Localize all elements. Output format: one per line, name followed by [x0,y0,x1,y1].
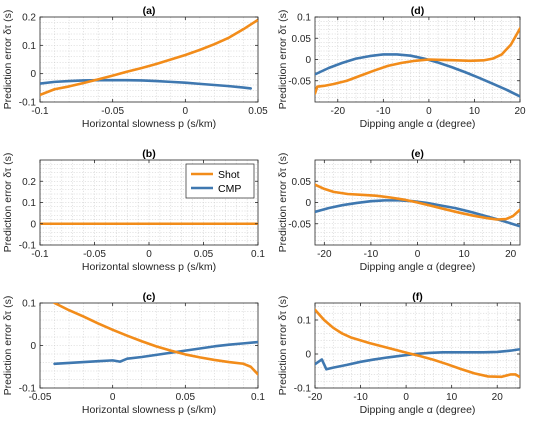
y-tick-label: 0.1 [297,13,311,24]
x-tick-label: -20 [317,249,332,260]
axes-box-f [314,302,521,389]
x-tick-label: -10 [353,392,368,403]
panel-title-e: (e) [411,148,424,160]
y-tick-label: 0.1 [22,41,36,52]
x-tick-label: 20 [505,249,517,260]
series-line-shot-e [315,183,520,221]
x-tick-label: -0.05 [101,106,124,117]
x-tick-label: 0.1 [251,392,265,403]
y-axis-label-d: Prediction error δτ (s) [277,10,289,110]
x-axis-label-a: Horizontal slowness p (s/km) [82,118,216,130]
y-tick-label: 0 [305,198,311,209]
panel-title-a: (a) [143,5,156,17]
y-tick-label: 0 [30,69,36,80]
y-tick-label: -0.1 [294,384,312,395]
y-tick-label: 0.05 [292,34,312,45]
x-axis-label-b: Horizontal slowness p (s/km) [82,261,216,273]
panel-e: -20 -10 0 10 20 -0.05 0 0.05 (e) Dipping angle α … [277,148,521,273]
y-tick-label: -0.1 [19,241,37,252]
legend-box [185,163,255,199]
series-line-cmp-d [315,53,520,98]
y-tick-label: 0.05 [292,177,312,188]
y-tick-label: -0.1 [19,384,37,395]
y-tick-label: 0.1 [297,316,311,327]
x-tick-label: 0 [183,106,189,117]
x-tick-label: 10 [469,106,481,117]
y-axis-label-f: Prediction error δτ (s) [277,296,289,396]
series-line-shot-f [315,308,520,379]
series-line-cmp-c [53,340,258,366]
y-axis-label-e: Prediction error δτ (s) [277,153,289,253]
x-tick-label: 10 [459,249,471,260]
x-tick-label: 0 [415,249,421,260]
x-tick-label: 0.1 [251,249,265,260]
y-tick-label: 0.1 [22,198,36,209]
y-tick-label: -0.1 [19,98,37,109]
series-group-c [53,303,258,376]
x-axis-label-f: Dipping angle α (degree) [360,404,476,416]
x-tick-label: -20 [308,392,323,403]
y-tick-label: 0 [305,350,311,361]
x-tick-label: -0.05 [83,249,106,260]
x-tick-label: 0.05 [194,249,214,260]
series-group-d [315,27,520,98]
series-line-cmp-a [40,78,253,90]
panel-f: -20 -10 0 10 20 -0.1 0 0.1 (f) Dipping angle α (d… [277,291,521,416]
x-tick-label: -0.1 [31,249,49,260]
x-tick-label: 0 [110,392,116,403]
x-tick-label: 20 [514,106,526,117]
legend-label-shot: Shot [218,169,240,181]
x-tick-label: 0.05 [176,392,196,403]
panel-c: -0.05 0 0.05 0.1 -0.1 0 0.1 (c) Horizontal slown… [2,291,265,416]
y-axis-label-c: Prediction error δτ (s) [2,296,14,396]
x-tick-label: 20 [492,392,504,403]
panel-a: -0.1 -0.05 0 0.05 -0.1 0 0.1 0.2 (a) Horizontal s… [2,5,268,130]
grid-f [315,303,520,388]
y-tick-label: 0 [30,219,36,230]
x-tick-label: 0 [426,106,432,117]
panel-b: -0.1 -0.05 0 0.05 0.1 -0.1 0 0.1 0.2 (b) Horizonta… [2,148,265,273]
x-tick-label: 0 [146,249,152,260]
y-tick-label: 0.2 [22,177,36,188]
series-line-cmp-f [315,347,520,371]
x-tick-label: 0 [403,392,409,403]
panel-title-d: (d) [411,5,424,17]
x-tick-label: 10 [446,392,458,403]
y-tick-label: 0.1 [22,299,36,310]
y-tick-label: 0 [30,341,36,352]
x-tick-label: -10 [364,249,379,260]
grid-a [40,17,258,102]
panel-title-b: (b) [142,148,155,160]
y-axis-label-a: Prediction error δτ (s) [2,10,14,110]
y-tick-label: -0.05 [288,219,311,230]
x-tick-label: -0.1 [31,106,49,117]
y-tick-label: 0 [305,55,311,66]
x-axis-label-d: Dipping angle α (degree) [360,118,476,130]
series-group-a [40,18,258,97]
axes-box-a [39,16,259,103]
series-group-f [315,308,520,379]
x-tick-label: -0.05 [29,392,52,403]
x-tick-label: 0.05 [248,106,268,117]
series-line-shot-d [315,27,520,95]
panel-title-f: (f) [412,291,423,303]
series-line-shot-a [40,18,258,97]
y-tick-label: -0.05 [288,76,311,87]
x-tick-label: -20 [331,106,346,117]
y-axis-label-b: Prediction error δτ (s) [2,153,14,253]
x-tick-label: -10 [376,106,391,117]
legend: Shot CMP [185,163,255,199]
legend-label-cmp: CMP [218,183,241,195]
x-axis-label-c: Horizontal slowness p (s/km) [82,404,216,416]
series-line-shot-c [53,303,258,376]
series-group-e [315,183,520,228]
panel-d: -20 -10 0 10 20 -0.05 0 0.05 0.1 (d) Dipping angle… [277,5,526,130]
y-tick-label: 0.2 [22,13,36,24]
x-axis-label-e: Dipping angle α (degree) [360,261,476,273]
panel-title-c: (c) [143,291,156,303]
